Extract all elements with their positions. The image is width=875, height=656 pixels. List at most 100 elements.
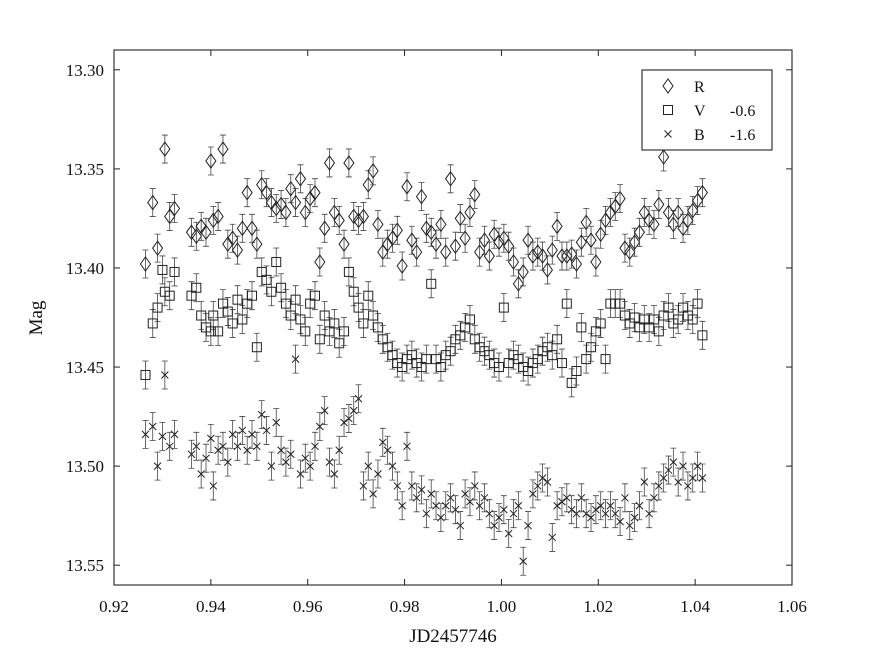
error-bar: [433, 229, 440, 259]
data-point: [314, 334, 325, 345]
error-bar: [331, 309, 338, 338]
error-bar: [345, 257, 352, 287]
data-point: [519, 557, 528, 566]
data-point: [398, 501, 407, 510]
error-bar: [525, 225, 532, 255]
series-v: [140, 247, 708, 398]
data-point: [582, 509, 591, 518]
error-bar: [486, 241, 493, 271]
data-point: [495, 513, 503, 522]
error-bar: [360, 202, 367, 231]
data-point: [205, 326, 216, 337]
y-tick-label: 13.50: [66, 457, 104, 476]
data-point: [522, 232, 534, 249]
error-bar: [311, 281, 318, 311]
data-point: [461, 489, 469, 498]
error-bar: [500, 293, 507, 322]
error-bar: [549, 235, 556, 265]
data-point: [441, 501, 450, 510]
data-point: [687, 314, 698, 325]
data-point: [280, 204, 292, 221]
data-point: [556, 358, 567, 369]
data-point: [621, 493, 629, 502]
error-bar: [282, 198, 289, 227]
error-bar: [341, 316, 348, 346]
data-point: [304, 190, 316, 207]
data-point: [669, 458, 678, 467]
error-bar: [365, 281, 372, 311]
data-point: [596, 501, 605, 510]
data-point: [536, 248, 549, 264]
error-bar: [515, 269, 522, 299]
data-point: [498, 302, 509, 313]
data-point: [421, 354, 432, 365]
data-point: [687, 202, 699, 219]
error-bar: [646, 206, 653, 235]
error-bar: [244, 178, 251, 208]
data-point: [207, 212, 219, 229]
data-point: [388, 462, 397, 470]
data-point: [311, 442, 319, 451]
error-bar: [316, 324, 323, 354]
data-point: [231, 242, 244, 258]
data-point: [141, 430, 150, 439]
x-axis-label: JD2457746: [409, 626, 497, 647]
data-point: [232, 294, 243, 305]
error-bar: [573, 356, 580, 386]
data-point: [260, 184, 273, 201]
data-point: [412, 493, 421, 502]
error-bar: [563, 289, 570, 319]
data-point: [300, 326, 311, 337]
error-bar: [588, 225, 595, 255]
data-point: [236, 220, 248, 237]
error-bar: [510, 247, 517, 277]
data-point: [517, 264, 529, 280]
data-point: [348, 208, 360, 225]
error-bar: [680, 213, 687, 243]
data-point: [241, 184, 253, 201]
data-point: [616, 517, 624, 526]
error-bar: [544, 255, 551, 285]
data-point: [185, 224, 198, 241]
data-point: [556, 248, 568, 264]
data-point: [285, 180, 297, 197]
data-point: [561, 248, 573, 264]
error-bar: [234, 285, 241, 315]
y-tick-label: 13.35: [66, 160, 104, 179]
error-bar: [408, 225, 415, 255]
data-point: [238, 426, 247, 435]
error-bar: [239, 213, 246, 243]
error-bar: [171, 194, 178, 223]
legend-label-v: V: [694, 103, 706, 120]
data-point: [595, 318, 606, 329]
data-point: [456, 521, 465, 530]
data-point: [291, 355, 300, 363]
error-bar: [607, 198, 614, 227]
data-point: [352, 212, 365, 229]
legend-marker-r: [662, 78, 674, 94]
data-point: [533, 482, 542, 490]
error-bar: [476, 237, 483, 267]
x-tick-label: 0.98: [390, 597, 420, 616]
data-point: [663, 302, 674, 313]
data-point: [202, 454, 210, 463]
data-point: [212, 208, 224, 225]
data-point: [645, 509, 653, 518]
data-point: [374, 470, 382, 478]
data-point: [217, 141, 229, 157]
y-tick-label: 13.30: [66, 61, 104, 80]
legend-markers: [662, 78, 674, 138]
data-point: [543, 478, 552, 486]
data-point: [483, 248, 495, 264]
data-point: [570, 256, 583, 272]
data-point: [319, 220, 331, 237]
data-point: [654, 482, 663, 490]
data-point: [271, 257, 282, 268]
data-point: [301, 454, 310, 463]
data-point: [600, 354, 611, 365]
error-bar: [602, 344, 609, 374]
error-bar: [336, 206, 343, 235]
series-b: [141, 344, 707, 576]
data-point: [449, 238, 462, 255]
error-bar: [617, 184, 624, 214]
